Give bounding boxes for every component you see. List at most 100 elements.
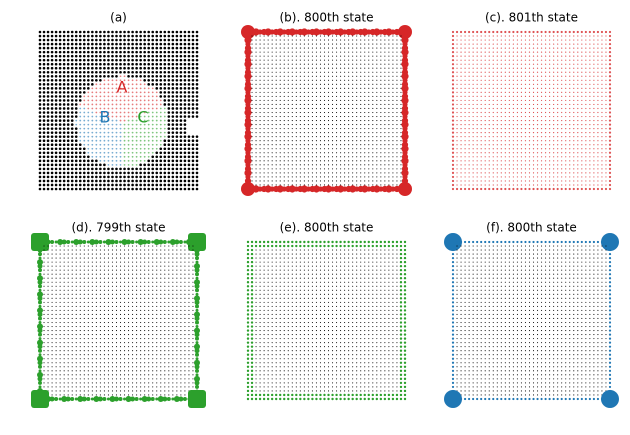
- grid-dot: [544, 164, 547, 166]
- grid-dot: [352, 95, 354, 97]
- grid-dot: [167, 171, 171, 175]
- grid-dot: [195, 159, 199, 163]
- grid-dot: [400, 176, 402, 178]
- grid-dot: [601, 103, 603, 106]
- grid-dot: [496, 160, 498, 162]
- grid-dot: [143, 131, 146, 134]
- grid-dot: [528, 144, 531, 146]
- grid-dot: [167, 46, 171, 50]
- grid-dot: [456, 83, 458, 85]
- grid-dot: [191, 111, 195, 114]
- grid-dot: [87, 34, 90, 38]
- grid-dot: [107, 91, 110, 94]
- grid-dot: [336, 176, 338, 178]
- grid-dot: [128, 245, 130, 247]
- grid-dot: [540, 115, 543, 118]
- grid-dot: [107, 171, 110, 175]
- grid-dot: [400, 160, 402, 162]
- grid-dot: [91, 74, 94, 78]
- grid-dot: [139, 38, 142, 42]
- grid-dot: [500, 172, 502, 174]
- grid-dot: [267, 128, 269, 130]
- grid-dot: [87, 171, 90, 175]
- grid-dot: [605, 176, 607, 178]
- grid-dot: [311, 99, 313, 101]
- grid-dot: [565, 132, 567, 134]
- grid-dot: [573, 115, 575, 118]
- grid-dot: [472, 83, 474, 85]
- grid-dot: [484, 87, 486, 89]
- grid-dot: [135, 42, 138, 46]
- grid-dot: [455, 187, 459, 191]
- grid-dot: [103, 135, 106, 138]
- grid-dot: [259, 148, 261, 150]
- grid-dot: [95, 58, 98, 62]
- grid-dot: [255, 164, 257, 166]
- grid-dot: [323, 136, 326, 138]
- grid-dot: [95, 83, 98, 86]
- grid-dot: [63, 245, 65, 247]
- grid-dot: [368, 111, 370, 114]
- grid-dot: [70, 111, 74, 114]
- grid-dot: [151, 151, 154, 154]
- grid-dot: [70, 179, 74, 183]
- grid-dot: [496, 79, 498, 81]
- grid-dot: [175, 38, 179, 42]
- grid-dot: [573, 35, 575, 37]
- grid-dot: [179, 107, 183, 110]
- grid-dot: [175, 66, 179, 70]
- grid-dot: [520, 111, 523, 114]
- grid-dot: [472, 71, 474, 73]
- grid-dot: [54, 119, 58, 122]
- grid-dot: [275, 144, 277, 146]
- grid-dot: [188, 249, 190, 251]
- grid-dot: [581, 67, 583, 69]
- grid-dot: [307, 79, 309, 81]
- grid-dot: [336, 67, 338, 69]
- grid-dot: [127, 46, 130, 50]
- grid-dot: [74, 179, 78, 183]
- grid-dot: [364, 79, 366, 81]
- grid-dot: [103, 143, 106, 146]
- grid-dot: [472, 132, 474, 134]
- grid-dot: [323, 91, 326, 93]
- grid-dot: [360, 156, 362, 158]
- grid-dot: [263, 152, 265, 154]
- grid-dot: [299, 83, 301, 85]
- grid-dot: [87, 151, 90, 154]
- grid-dot: [396, 83, 398, 85]
- grid-dot: [295, 172, 297, 174]
- grid-dot: [368, 120, 370, 122]
- grid-dot: [66, 62, 70, 66]
- grid-dot: [524, 156, 527, 158]
- grid-dot: [323, 120, 326, 122]
- grid-dot: [323, 103, 326, 106]
- grid-dot: [131, 70, 134, 74]
- grid-dot: [46, 171, 50, 175]
- grid-dot: [155, 30, 159, 34]
- grid-dot: [520, 99, 523, 102]
- grid-dot: [295, 67, 297, 69]
- grid-dot: [504, 148, 506, 150]
- grid-dot: [348, 35, 350, 37]
- grid-dot: [340, 124, 342, 126]
- grid-dot: [255, 132, 257, 134]
- grid-dot: [66, 179, 70, 183]
- grid-dot: [62, 139, 66, 142]
- grid-dot: [259, 144, 261, 146]
- grid-dot: [307, 51, 309, 53]
- grid-dot: [275, 79, 277, 81]
- grid-dot: [187, 42, 191, 46]
- grid-dot: [372, 79, 374, 81]
- grid-dot: [159, 87, 163, 90]
- grid-dot: [512, 136, 514, 138]
- grid-dot: [99, 70, 102, 74]
- grid-dot: [484, 119, 486, 122]
- grid-dot: [82, 171, 86, 175]
- grid-dot: [577, 51, 579, 53]
- grid-dot: [315, 67, 317, 69]
- grid-dot: [143, 50, 146, 54]
- grid-dot: [107, 179, 110, 183]
- grid-dot: [380, 51, 382, 53]
- grid-dot: [520, 75, 523, 77]
